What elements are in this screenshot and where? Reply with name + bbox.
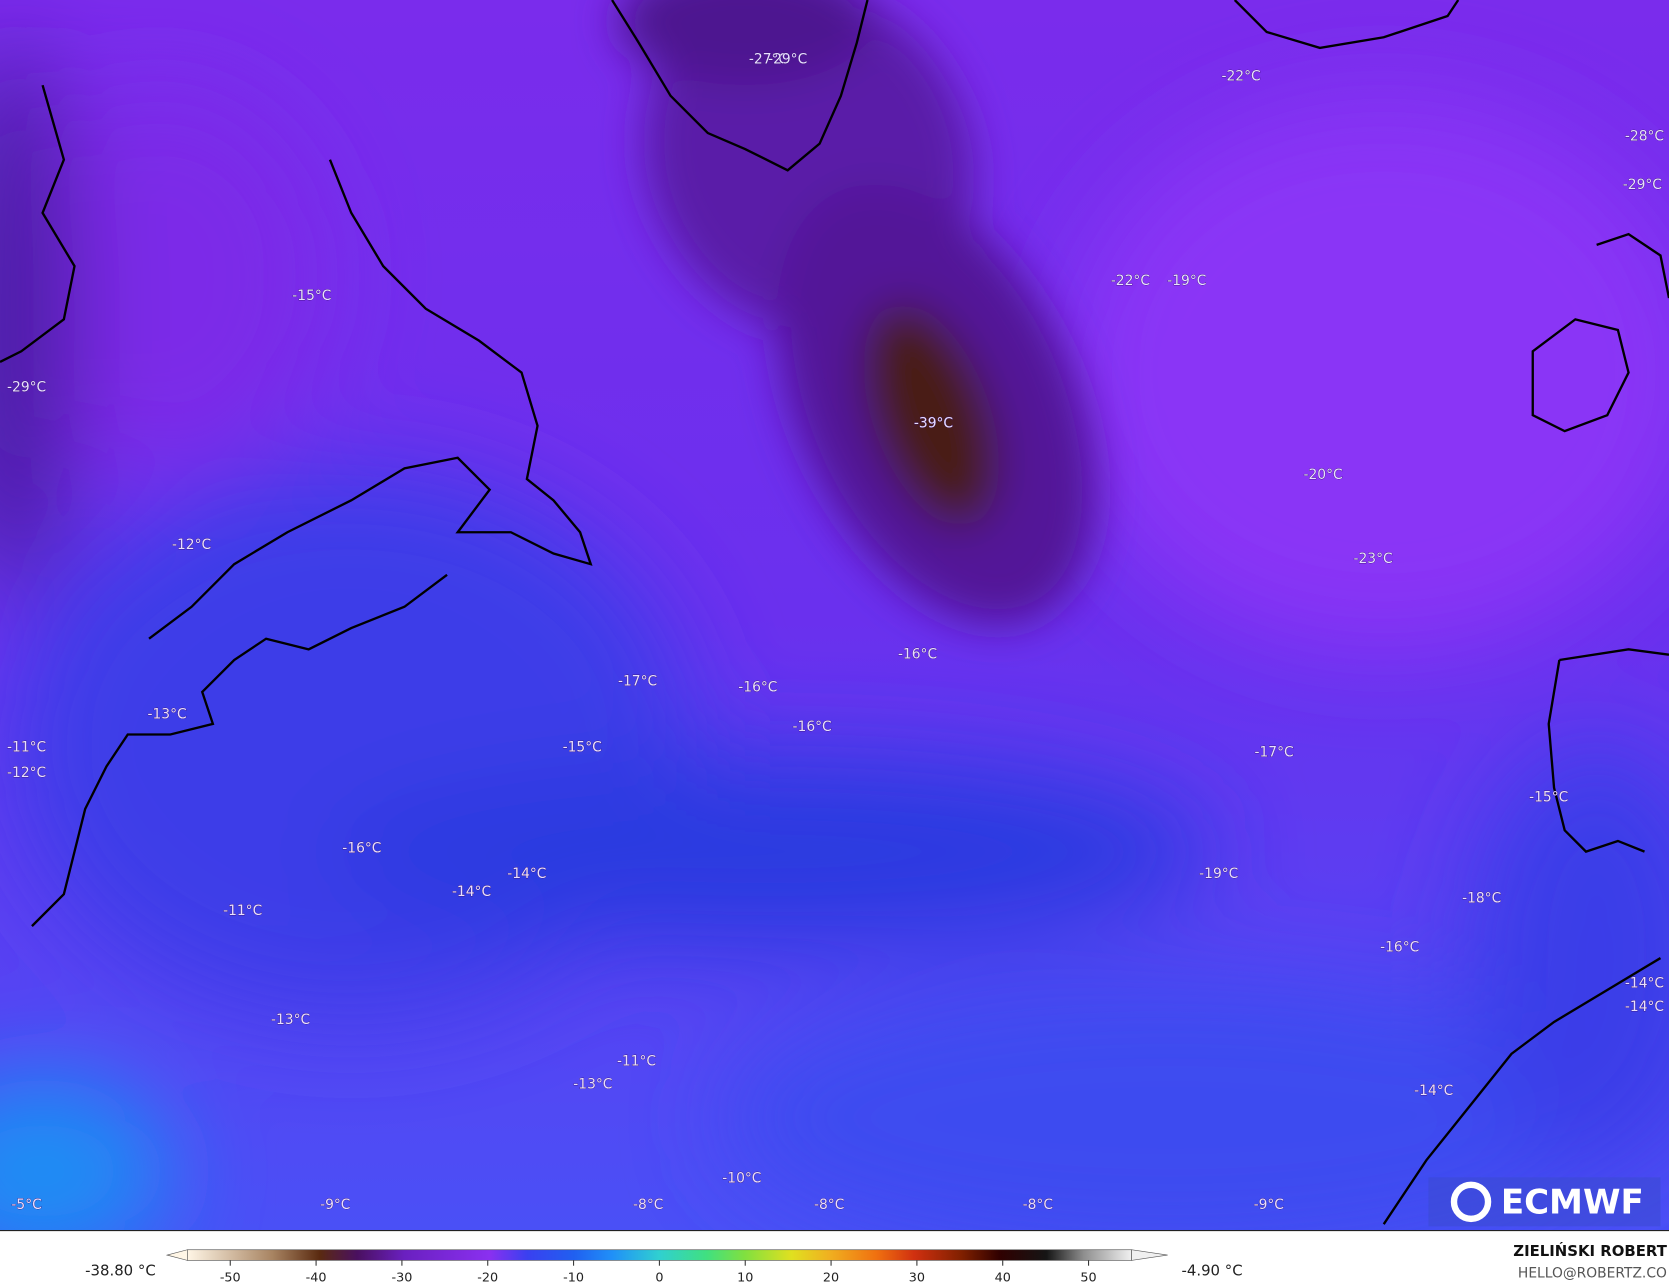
temperature-label: -14°C	[1625, 976, 1664, 992]
colorbar-tick-label: 20	[823, 1271, 839, 1286]
temperature-label: -9°C	[320, 1197, 350, 1213]
temperature-label: -39°C	[914, 416, 953, 432]
temperature-label: -14°C	[452, 884, 491, 900]
colorbar-tick-label: 30	[909, 1271, 925, 1286]
colorbar-min-arrow	[165, 1249, 188, 1261]
temperature-label: -13°C	[573, 1077, 612, 1093]
temperature-label: -13°C	[148, 706, 187, 722]
colorbar-tick-label: 50	[1080, 1271, 1096, 1286]
temperature-label: -15°C	[292, 288, 331, 304]
colorbar-tick-label: -10	[563, 1271, 584, 1286]
logo-icon	[1450, 1181, 1492, 1223]
colorbar-tick-label: -20	[477, 1271, 498, 1286]
temperature-label: -10°C	[722, 1170, 761, 1186]
temperature-label: -11°C	[617, 1053, 656, 1069]
temperature-label: -8°C	[1023, 1197, 1053, 1213]
temperature-label: -18°C	[1462, 890, 1501, 906]
colorbar: -50 -40 -30 -20 -10 0 10 20 30 40 50	[165, 1249, 1168, 1286]
temperature-label: -16°C	[898, 647, 937, 663]
temperature-label: -12°C	[7, 765, 46, 781]
temperature-labels: -27°C-29°C-22°C-28°C-29°C-15°C-29°C-22°C…	[7, 51, 1665, 1213]
temperature-label: -16°C	[1380, 939, 1419, 955]
colorbar-tick-label: -40	[306, 1271, 327, 1286]
contact: HELLO@ROBERTZ.CO	[1518, 1265, 1667, 1281]
colorbar-tick-label: 10	[737, 1271, 753, 1286]
temperature-label: -28°C	[1625, 128, 1664, 144]
temperature-label: -20°C	[1303, 467, 1342, 483]
colorbar-tick-label: 0	[655, 1271, 663, 1286]
temperature-label: -22°C	[1111, 273, 1150, 289]
coastlines	[0, 0, 1669, 1225]
temperature-label: -11°C	[7, 739, 46, 755]
colorbar-tick-label: 40	[995, 1271, 1011, 1286]
temperature-label: -27°C	[749, 52, 788, 68]
temperature-label: -8°C	[633, 1197, 663, 1213]
temperature-label: -5°C	[11, 1197, 41, 1213]
temperature-label: -14°C	[507, 866, 546, 882]
colorbar-max-arrow	[1131, 1249, 1168, 1261]
temperature-label: -14°C	[1414, 1083, 1453, 1099]
temperature-label: -29°C	[768, 52, 807, 68]
temperature-label: -19°C	[1199, 866, 1238, 882]
colorbar-min-label: -38.80 °C	[85, 1261, 156, 1279]
temperature-label: -29°C	[1623, 177, 1662, 193]
temperature-label: -8°C	[814, 1197, 844, 1213]
temperature-label: -17°C	[618, 673, 657, 689]
temperature-label: -22°C	[1222, 69, 1261, 85]
temperature-label: -29°C	[7, 379, 46, 395]
temperature-label: -17°C	[1255, 745, 1294, 761]
temperature-label: -12°C	[172, 537, 211, 553]
temperature-label: -13°C	[271, 1012, 310, 1028]
temperature-label: -11°C	[223, 903, 262, 919]
logo-text: ECMWF	[1501, 1183, 1644, 1223]
colorbar-tick-label: -50	[220, 1271, 241, 1286]
temperature-label: -16°C	[738, 680, 777, 696]
temperature-label: -16°C	[793, 719, 832, 735]
temperature-label: -15°C	[1529, 789, 1568, 805]
temperature-label: -14°C	[1625, 999, 1664, 1015]
temperature-label: -15°C	[563, 739, 602, 755]
temperature-label: -23°C	[1354, 551, 1393, 567]
colorbar-scale	[187, 1249, 1132, 1261]
temperature-label: -9°C	[1254, 1197, 1284, 1213]
temperature-label: -19°C	[1167, 273, 1206, 289]
colorbar-tick-label: -30	[391, 1271, 412, 1286]
author: ZIELIŃSKI ROBERT	[1513, 1242, 1667, 1260]
colorbar-max-label: -4.90 °C	[1181, 1261, 1242, 1279]
temperature-label: -16°C	[342, 840, 381, 856]
